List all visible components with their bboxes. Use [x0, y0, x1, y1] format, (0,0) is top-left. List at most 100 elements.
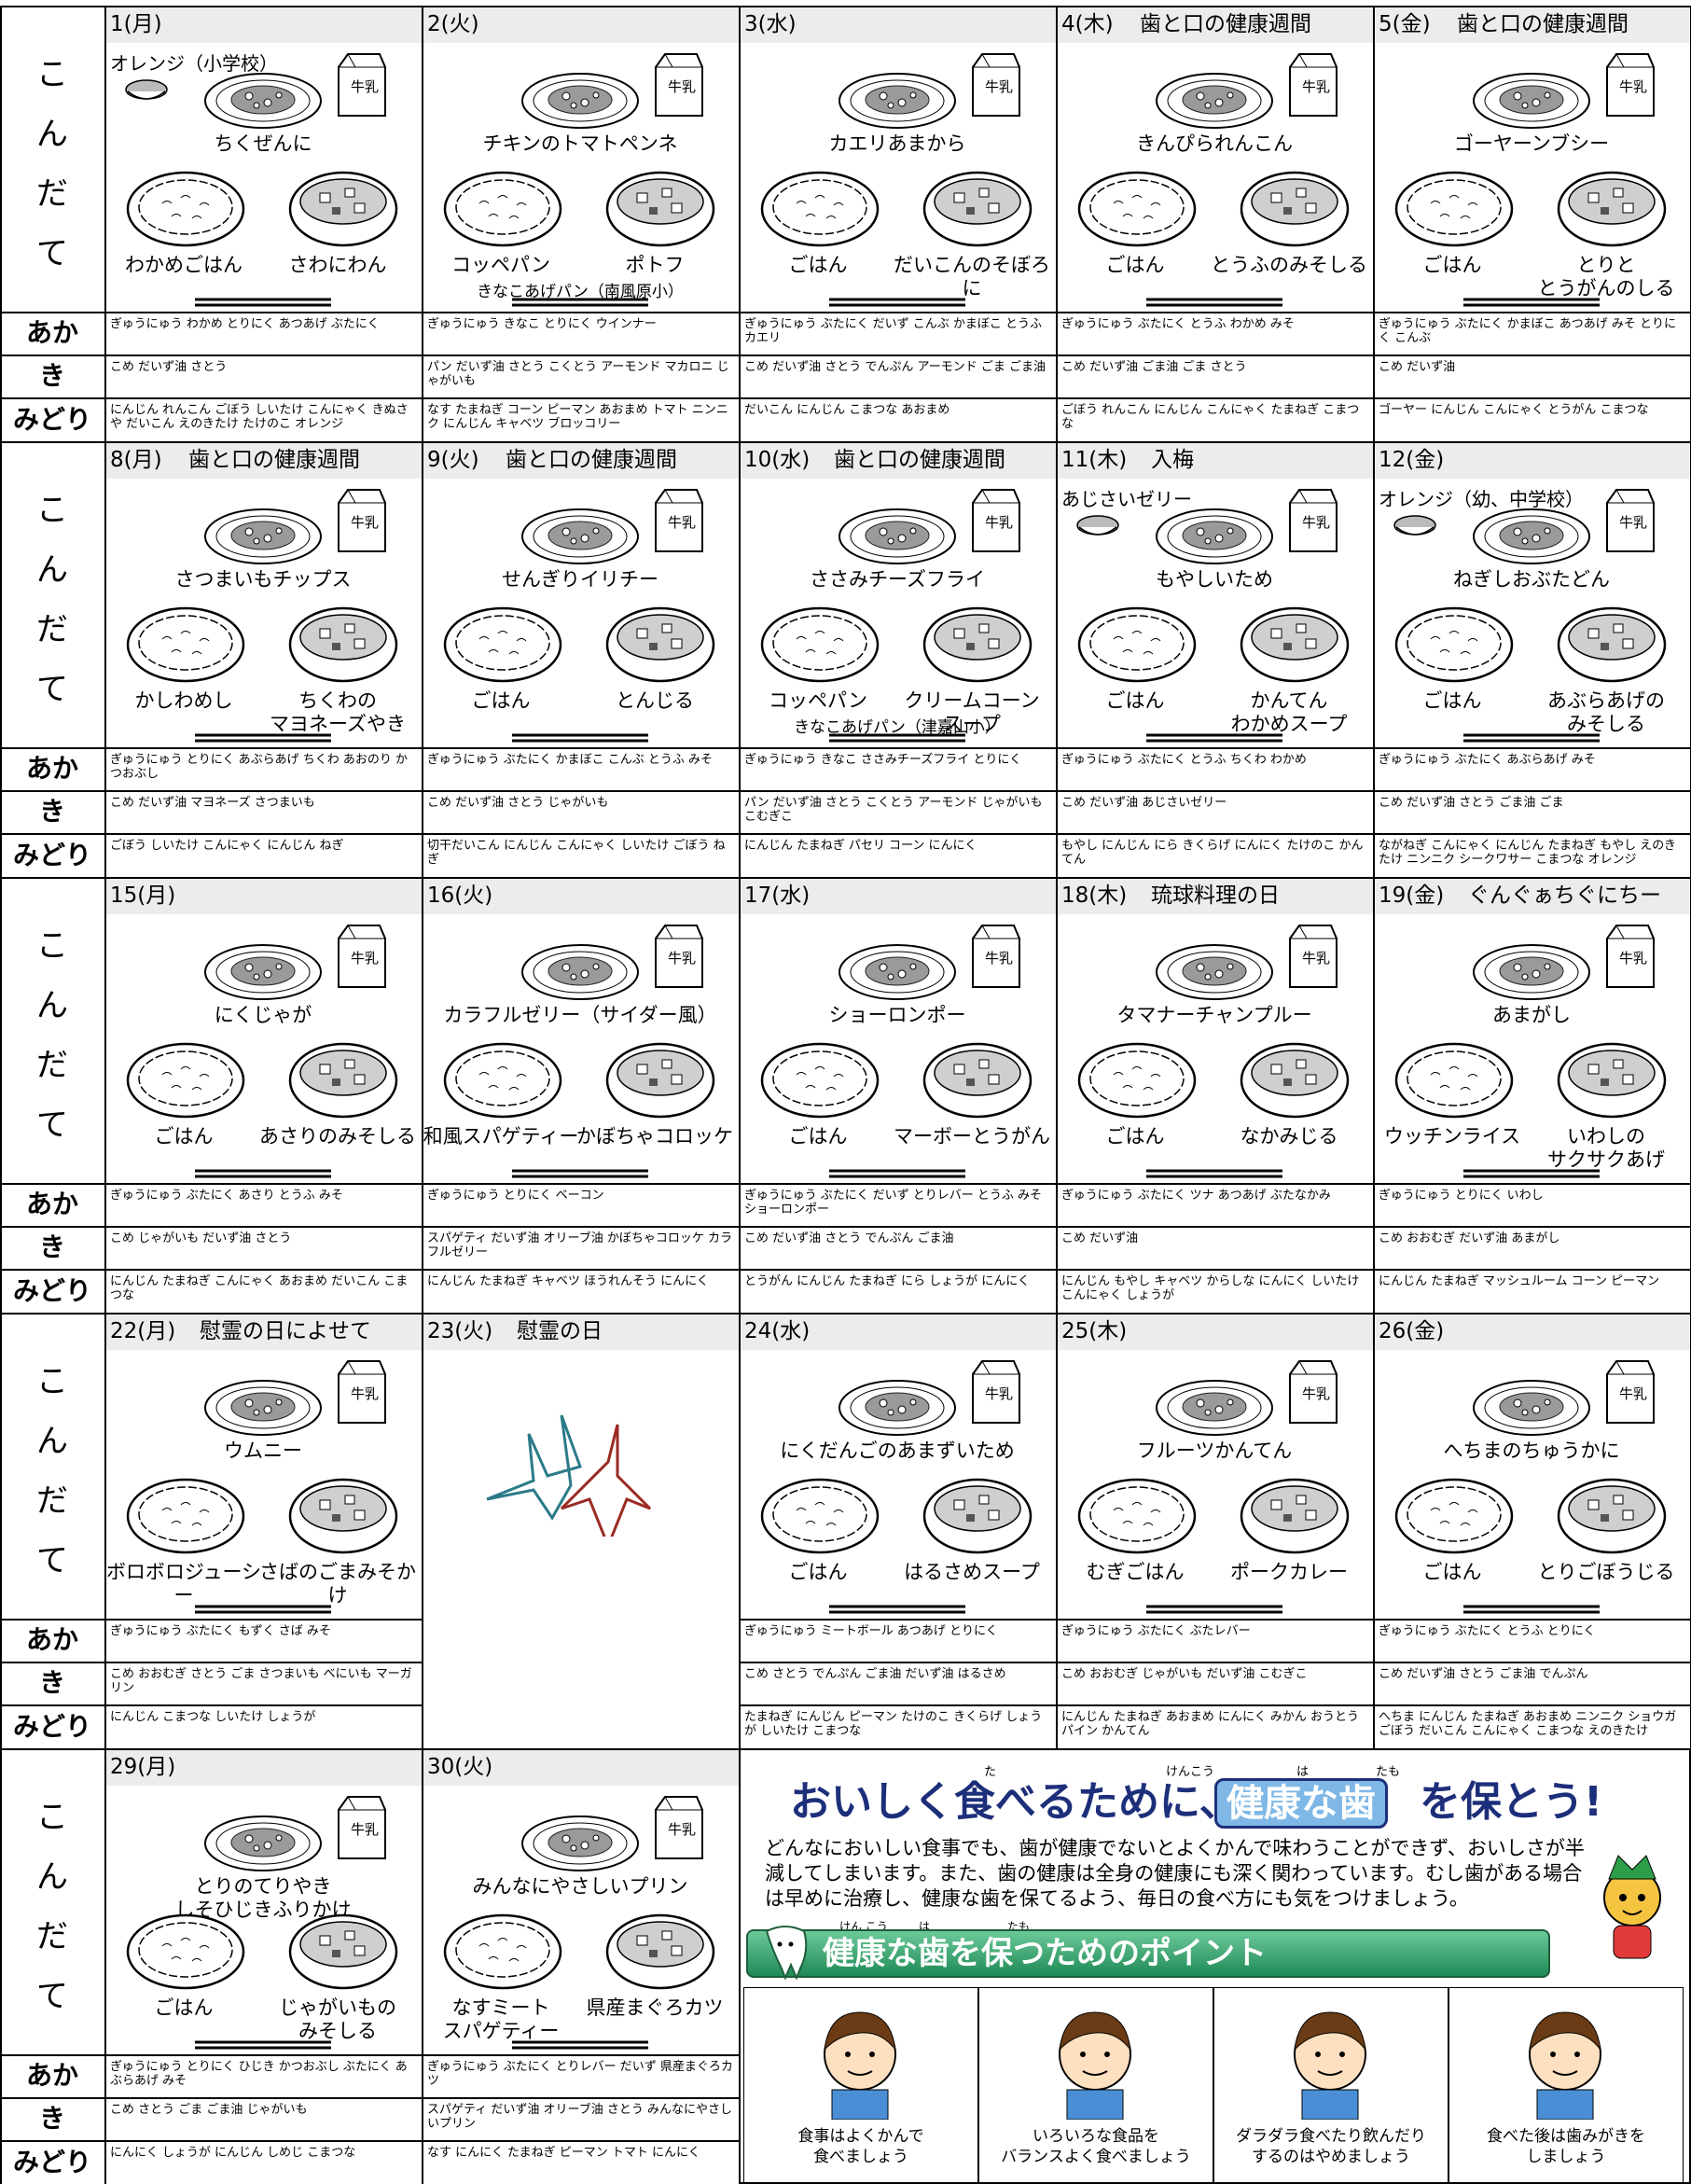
food-cell: ぎゅうにゅう ぶたにく ツナ あつあげ ぶたなかみ	[1056, 1183, 1375, 1228]
dish-note: きなこあげパン（南風原小）	[477, 283, 684, 301]
food-cell: ぎゅうにゅう ぶたにく だいず こんぶ かまぼこ とうふ カエリ	[739, 312, 1058, 356]
food-cell: こめ だいず油 さとう でんぷん アーモンド ごま ごま油	[739, 355, 1058, 399]
cranes	[478, 1397, 664, 1551]
dish-icon	[202, 1378, 324, 1438]
dish-label: ごはん	[1105, 254, 1165, 276]
dish-icon	[520, 71, 641, 131]
dish-icon	[202, 1814, 324, 1873]
milk-carton	[333, 922, 391, 991]
dish-label: さわにわん	[288, 254, 387, 276]
food-cell: ながねぎ こんにゃく にんじん たまねぎ もやし えのきたけ ニンニク シークワ…	[1373, 833, 1691, 879]
milk-label: 牛乳	[1618, 1385, 1647, 1402]
cutlery	[1144, 730, 1284, 744]
milk-label: 牛乳	[1618, 950, 1647, 967]
dish-label: 県産まぐろカツ	[586, 1996, 724, 2019]
dish-label: ちくわの マヨネーズやき	[270, 689, 406, 735]
row-label: き	[38, 2103, 65, 2134]
milk-carton	[650, 1793, 708, 1862]
cutlery	[1462, 1602, 1601, 1615]
dish-icon	[1393, 1477, 1515, 1555]
header-bg	[1373, 1313, 1690, 1350]
dish-icon	[520, 1814, 641, 1873]
dish-label: カエリあまから	[828, 132, 966, 155]
event: 慰霊の日によせて	[200, 1319, 371, 1343]
date: 3(水)	[744, 12, 797, 36]
dish-icon	[759, 1041, 880, 1120]
dish-icon	[125, 1041, 246, 1120]
dish-label: ごはん	[788, 1125, 848, 1148]
milk-label: 牛乳	[667, 1821, 696, 1838]
milk-label: 牛乳	[667, 514, 696, 531]
food-cell: ぎゅうにゅう とりにく いわし	[1373, 1183, 1691, 1228]
row-label: みどり	[12, 2147, 91, 2177]
food-cell: ごぼう れんこん にんじん こんにゃく たまねぎ こまつな	[1056, 397, 1375, 443]
dish-label: せんぎりイリチー	[502, 568, 658, 591]
food-cell: パン だいず油 さとう こくとう アーモンド じゃがいも こむぎこ	[739, 790, 1058, 835]
food-cell: スパゲティ だいず油 オリーブ油 さとう みんなにやさしいプリン	[422, 2097, 741, 2142]
dish-icon	[837, 1378, 958, 1438]
date: 18(木)	[1061, 883, 1128, 908]
header-bg	[739, 6, 1056, 43]
food-cell: にんじん たまねぎ キャベツ ほうれんそう にんにく	[422, 1269, 741, 1315]
dish-label: かしわめし	[134, 689, 233, 712]
date: 11(木)	[1061, 448, 1128, 472]
header-bg	[1056, 1313, 1373, 1350]
milk-label: 牛乳	[1301, 78, 1330, 95]
panel-title: 健康な歯	[1214, 1778, 1388, 1829]
milk-label: 牛乳	[984, 950, 1013, 967]
food-cell: にんじん たまねぎ パセリ コーン にんにく	[739, 833, 1058, 879]
milk-carton	[967, 1357, 1025, 1426]
dish-icon	[202, 71, 324, 131]
milk-label: 牛乳	[984, 1385, 1013, 1402]
food-cell: こめ おおむぎ じゃがいも だいず油 こむぎこ	[1056, 1662, 1375, 1706]
dish-icon	[287, 170, 399, 248]
dish-icon	[287, 605, 399, 684]
dish-label: さつまいもチップス	[174, 568, 352, 591]
food-cell: とうがん にんじん たまねぎ にら しょうが にんにく	[739, 1269, 1058, 1315]
milk-label: 牛乳	[1301, 950, 1330, 967]
dish-icon	[1471, 942, 1592, 1002]
dish-label: チキンのトマトペンネ	[482, 132, 678, 155]
event: 入梅	[1151, 448, 1194, 472]
dish-icon	[1471, 71, 1592, 131]
food-cell: にんじん たまねぎ あおまめ にんにく みかん おうとう パイン かんてん	[1056, 1704, 1375, 1750]
dish-icon	[1393, 170, 1515, 248]
dish-icon	[125, 1913, 246, 1991]
dish-label: ささみチーズフライ	[810, 568, 985, 591]
row-label: こんだて	[36, 56, 68, 272]
event: 歯と口の健康週間	[834, 448, 1005, 472]
cutlery	[1144, 1166, 1284, 1179]
milk-carton	[1284, 486, 1342, 555]
tooth-icon	[757, 1922, 813, 1982]
dish-icon	[1154, 507, 1275, 566]
food-cell: こめ だいず油 さとう でんぷん ごま油	[739, 1226, 1058, 1271]
row-label: き	[38, 796, 65, 827]
food-cell: にんじん たまねぎ こんにゃく あおまめ だいこん こまつな	[104, 1269, 423, 1315]
row-label: き	[38, 1231, 65, 1262]
food-cell: こめ だいず油	[1056, 1226, 1375, 1271]
dish-label: ショーロンポー	[828, 1004, 966, 1026]
header-bg	[104, 6, 422, 43]
date: 2(火)	[427, 12, 479, 36]
furigana: た	[984, 1765, 997, 1779]
date: 12(金)	[1379, 448, 1445, 472]
food-cell: ぎゅうにゅう ぶたにく とうふ とりにく	[1373, 1619, 1691, 1663]
date: 17(水)	[744, 883, 811, 908]
dish-label: カラフルゼリー（サイダー風）	[443, 1004, 717, 1026]
header-bg	[422, 6, 739, 43]
milk-carton	[1601, 486, 1659, 555]
milk-label: 牛乳	[350, 950, 379, 967]
point-illustration	[1025, 1998, 1165, 2121]
food-cell: にんじん もやし キャベツ からしな にんにく しいたけ こんにゃく しょうが	[1056, 1269, 1375, 1315]
dish-icon	[1076, 1041, 1198, 1120]
dish-icon	[287, 1477, 399, 1555]
dish-icon	[287, 1913, 399, 1991]
milk-label: 牛乳	[350, 78, 379, 95]
cutlery	[1144, 295, 1284, 308]
cutlery	[1462, 295, 1601, 308]
food-cell: ぎゅうにゅう ぶたにく あぶらあげ みそ	[1373, 747, 1691, 792]
point-illustration	[1260, 1998, 1400, 2121]
milk-label: 牛乳	[667, 78, 696, 95]
dish-label: かぼちゃコロッケ	[576, 1125, 733, 1148]
header-bg	[1056, 877, 1373, 914]
